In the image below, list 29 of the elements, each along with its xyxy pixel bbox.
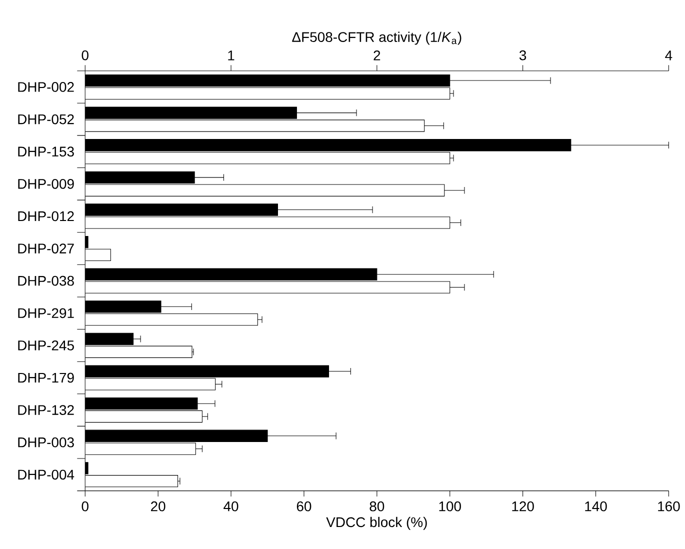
x2-tick-label: 1: [228, 50, 234, 60]
x2-axis-title: ΔF508-CFTR activity (1/K$_{a}$): [292, 32, 462, 45]
y-tick-label: DHP-245: [18, 340, 74, 351]
y-tick-label: DHP-012: [18, 211, 74, 222]
y-tick-label: DHP-009: [18, 179, 74, 190]
y-tick-label: DHP-004: [18, 470, 74, 480]
x-axis-title: VDCC block (%): [326, 517, 427, 530]
y-tick-label: DHP-291: [18, 308, 74, 318]
x2-tick-label: 2: [374, 50, 380, 60]
x-tick-label: 0: [82, 502, 88, 512]
x-tick-label: 120: [512, 502, 534, 512]
y-tick-label: DHP-027: [18, 244, 74, 254]
y-tick-label: DHP-052: [18, 114, 74, 124]
x-tick-label: 40: [224, 502, 238, 512]
x-tick-label: 160: [658, 502, 680, 512]
y-tick-label: DHP-002: [18, 82, 74, 92]
y-tick-label: DHP-179: [18, 372, 74, 383]
y-tick-label: DHP-132: [18, 405, 74, 416]
y-tick-label: DHP-153: [18, 146, 74, 157]
y-tick-label: DHP-038: [18, 276, 74, 286]
x2-tick-label: 4: [665, 50, 672, 60]
x2-tick-label: 0: [82, 50, 88, 60]
x-tick-label: 80: [370, 502, 384, 512]
x2-tick-label: 3: [519, 50, 526, 60]
x-tick-label: 100: [439, 502, 461, 512]
x-tick-label: 20: [151, 502, 166, 512]
x-tick-label: 60: [296, 502, 312, 512]
x-tick-label: 140: [585, 502, 607, 512]
y-tick-label: DHP-003: [18, 438, 74, 448]
